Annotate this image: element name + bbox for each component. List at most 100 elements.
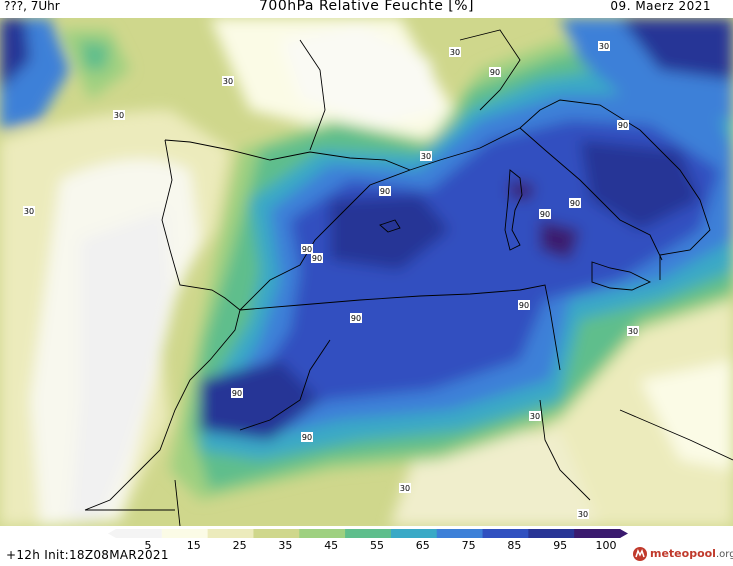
color-scale-tick-label: 85 bbox=[507, 539, 522, 552]
coastlines bbox=[84, 29, 733, 526]
contour-label-text: 30 bbox=[628, 327, 638, 336]
contour-label-text: 30 bbox=[421, 152, 431, 161]
contour-label-text: 90 bbox=[519, 301, 529, 310]
contour-label: 30 bbox=[23, 206, 35, 216]
contour-label-bg bbox=[598, 41, 610, 51]
contour-label: 30 bbox=[222, 76, 234, 86]
contour-label-text: 30 bbox=[400, 484, 410, 493]
contour-label-bg bbox=[301, 432, 313, 442]
contour-label-layer: 3030903030903090909030909090903090309030… bbox=[23, 41, 639, 519]
forecast-date: 09. Maerz 2021 bbox=[610, 0, 711, 13]
contour-label-text: 90 bbox=[312, 254, 322, 263]
color-scale-tick-label: 95 bbox=[553, 539, 568, 552]
color-scale-high-arrow bbox=[620, 529, 628, 538]
logo-main-text: meteopool bbox=[650, 547, 716, 560]
logo-suffix-text: .org bbox=[715, 549, 733, 560]
contour-label-bg bbox=[399, 483, 411, 493]
meteopool-logo[interactable]: meteopool.org bbox=[632, 546, 733, 564]
contour-label: 90 bbox=[539, 209, 551, 219]
contour-label: 30 bbox=[113, 110, 125, 120]
map-header: ???, 7Uhr 700hPa Relative Feuchte [%] 09… bbox=[0, 0, 733, 18]
color-scale-segment bbox=[299, 529, 346, 538]
color-scale-segment bbox=[574, 529, 621, 538]
contour-label: 90 bbox=[301, 244, 313, 254]
contour-label-bg bbox=[569, 198, 581, 208]
contour-label-bg bbox=[231, 388, 243, 398]
contour-label: 90 bbox=[617, 120, 629, 130]
color-scale-segment bbox=[253, 529, 300, 538]
init-time-label: +12h Init:18Z08MAR2021 bbox=[6, 548, 169, 562]
color-scale-segment bbox=[436, 529, 484, 538]
contour-label-text: 30 bbox=[530, 412, 540, 421]
color-scale-tick-label: 45 bbox=[324, 539, 339, 552]
contour-label-bg bbox=[113, 110, 125, 120]
humidity-map: 30 30 90 30 30 90 30 90 90 90 30 90 90 90 90 30 90 30 90 30… bbox=[0, 18, 733, 526]
contour-label: 90 bbox=[569, 198, 581, 208]
contour-label-bg bbox=[617, 120, 629, 130]
contour-label: 30 bbox=[577, 509, 589, 519]
contour-label: 90 bbox=[311, 253, 323, 263]
contour-label-text: 90 bbox=[302, 245, 312, 254]
color-scale-segment bbox=[207, 529, 254, 538]
contour-label-bg bbox=[222, 76, 234, 86]
contour-label-bg bbox=[577, 509, 589, 519]
contour-label-bg bbox=[489, 67, 501, 77]
contour-label-text: 30 bbox=[578, 510, 588, 519]
contour-label-bg bbox=[23, 206, 35, 216]
contour-label-bg bbox=[539, 209, 551, 219]
color-scale-segment bbox=[116, 529, 163, 538]
contour-label-bg bbox=[449, 47, 461, 57]
contour-label-text: 90 bbox=[618, 121, 628, 130]
map-canvas: 3030903030903090909030909090903090309030… bbox=[0, 18, 733, 526]
contour-label-bg bbox=[301, 244, 313, 254]
color-scale-segment bbox=[345, 529, 392, 538]
color-scale-tick-label: 75 bbox=[461, 539, 476, 552]
contour-label: 90 bbox=[350, 313, 362, 323]
map-title: 700hPa Relative Feuchte [%] bbox=[259, 0, 474, 14]
contour-label: 30 bbox=[449, 47, 461, 57]
contour-label: 90 bbox=[489, 67, 501, 77]
color-scale-tick-label: 65 bbox=[415, 539, 430, 552]
color-scale-tick-label: 35 bbox=[278, 539, 293, 552]
color-scale-tick-label: 5 bbox=[144, 539, 152, 552]
contour-label-text: 90 bbox=[540, 210, 550, 219]
contour-label: 90 bbox=[379, 186, 391, 196]
contour-label-text: 90 bbox=[302, 433, 312, 442]
color-scale-low-arrow bbox=[108, 529, 116, 538]
contour-label: 90 bbox=[231, 388, 243, 398]
contour-label-text: 30 bbox=[24, 207, 34, 216]
color-scale-bar bbox=[108, 529, 628, 538]
forecast-day-label: ???, 7Uhr bbox=[4, 0, 60, 13]
color-scale-tick-label: 100 bbox=[595, 539, 617, 552]
humidity-field bbox=[0, 18, 733, 526]
contour-label-bg bbox=[420, 151, 432, 161]
contour-label-bg bbox=[529, 411, 541, 421]
contour-label: 30 bbox=[399, 483, 411, 493]
contour-label: 30 bbox=[529, 411, 541, 421]
contour-label-text: 30 bbox=[114, 111, 124, 120]
contour-label: 30 bbox=[627, 326, 639, 336]
contour-label-text: 90 bbox=[380, 187, 390, 196]
color-scale-tick-label: 15 bbox=[186, 539, 201, 552]
color-scale-segment bbox=[482, 529, 529, 538]
logo-icon bbox=[633, 547, 647, 561]
contour-label: 90 bbox=[301, 432, 313, 442]
contour-label-text: 90 bbox=[570, 199, 580, 208]
logo-text: meteopool.org bbox=[650, 547, 733, 560]
contour-label-text: 90 bbox=[490, 68, 500, 77]
color-scale-segment bbox=[390, 529, 438, 538]
contour-label: 30 bbox=[420, 151, 432, 161]
color-scale-segment bbox=[528, 529, 575, 538]
contour-label-bg bbox=[311, 253, 323, 263]
color-scale-tick-label: 25 bbox=[232, 539, 247, 552]
contour-label-text: 90 bbox=[232, 389, 242, 398]
contour-label: 90 bbox=[518, 300, 530, 310]
contour-label-bg bbox=[350, 313, 362, 323]
contour-label-text: 30 bbox=[223, 77, 233, 86]
map-footer: 5 15 25 35 45 55 65 75 85 95 100 +12h Init:18Z08MA… bbox=[0, 526, 733, 566]
contour-label-bg bbox=[379, 186, 391, 196]
contour-label-bg bbox=[518, 300, 530, 310]
contour-label-text: 30 bbox=[599, 42, 609, 51]
contour-label-text: 90 bbox=[351, 314, 361, 323]
contour-label-text: 30 bbox=[450, 48, 460, 57]
